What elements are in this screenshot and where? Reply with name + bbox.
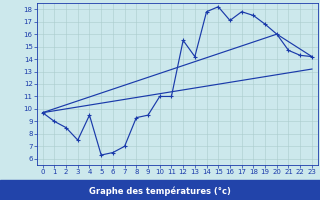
Text: Graphe des températures (°c): Graphe des températures (°c) bbox=[89, 186, 231, 196]
